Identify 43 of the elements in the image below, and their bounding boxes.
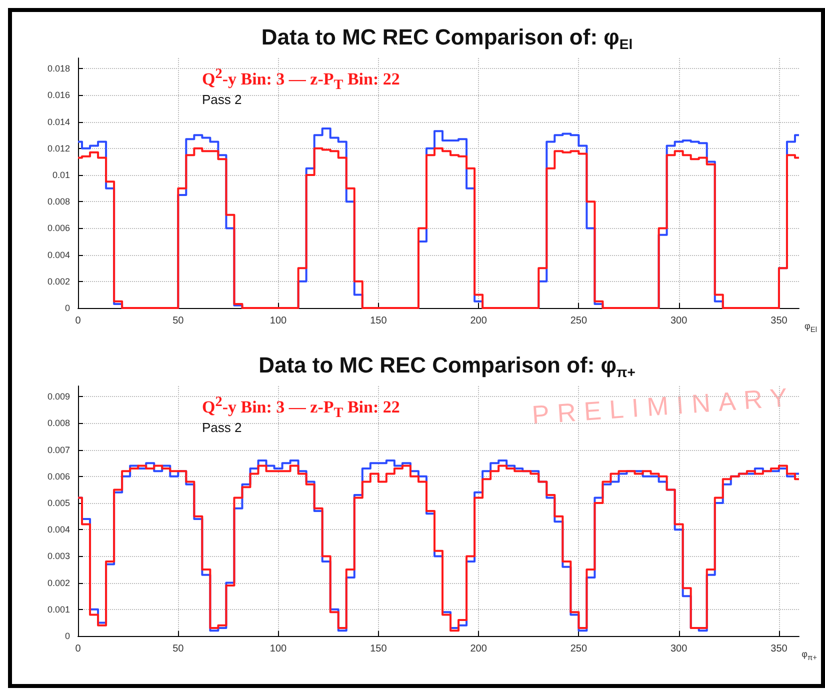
y-tick-label: 0	[64, 303, 70, 313]
x-tick-label: 250	[570, 644, 588, 654]
y-tick-label: 0.008	[47, 196, 70, 207]
x-tick-label: 300	[670, 644, 688, 654]
x-tick-label: 0	[75, 644, 82, 654]
text: Q$^{2}$-y Bin: 3 — z-P$_{T}$ Bin: 22	[202, 394, 400, 422]
x-tick-label: 300	[670, 316, 688, 326]
x-tick-label: 150	[370, 644, 388, 654]
x-tick-label: 250	[570, 316, 588, 326]
y-tick-label: 0.001	[47, 604, 70, 614]
y-tick-label: 0.002	[47, 276, 70, 286]
x-tick-label: 350	[770, 316, 788, 326]
x-tick-label: 50	[172, 644, 184, 654]
text: Q$^{2}$-y Bin: 3 — z-P$_{T}$ Bin: 22	[202, 66, 400, 94]
annotation: Pass 2	[202, 420, 242, 435]
y-tick-label: 0.002	[47, 578, 70, 588]
y-tick-label: 0.014	[47, 116, 70, 127]
y-tick-label: 0.016	[47, 90, 70, 100]
x-tick-label: 350	[770, 644, 788, 654]
y-tick-label: 0	[64, 631, 70, 641]
y-tick-label: 0.018	[47, 64, 70, 74]
x-tick-label: 200	[470, 644, 488, 654]
x-tick-label: 150	[370, 316, 388, 326]
y-tick-label: 0.007	[47, 444, 70, 455]
x-tick-label: 100	[270, 316, 288, 326]
y-tick-label: 0.009	[47, 392, 70, 402]
annotation: Pass 2	[202, 92, 242, 107]
y-tick-label: 0.004	[47, 524, 70, 535]
y-tick-label: 0.003	[47, 551, 70, 562]
y-tick-label: 0.006	[47, 471, 70, 482]
y-tick-label: 0.01	[52, 170, 70, 180]
y-tick-label: 0.005	[47, 498, 70, 508]
y-tick-label: 0.012	[47, 143, 70, 154]
y-tick-label: 0.008	[47, 418, 70, 428]
x-tick-label: 50	[172, 316, 184, 326]
x-axis-title: φ$_{π+}$	[802, 649, 817, 662]
x-axis-title: φ$_{El}$	[804, 321, 817, 334]
x-tick-label: 100	[270, 644, 288, 654]
annotation: PRELIMINARY	[530, 382, 796, 431]
y-tick-label: 0.006	[47, 223, 70, 234]
x-tick-label: 0	[75, 316, 82, 326]
y-tick-label: 0.004	[47, 250, 70, 260]
x-tick-label: 200	[470, 316, 488, 326]
